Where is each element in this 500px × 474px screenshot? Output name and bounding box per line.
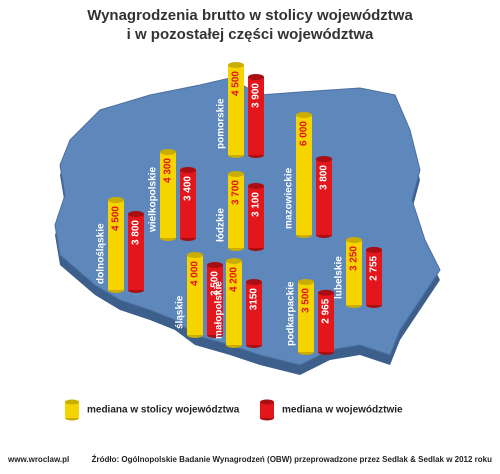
legend-swatch-top (260, 399, 274, 405)
cylinder (187, 255, 203, 335)
chart-title: Wynagrodzenia brutto w stolicy województ… (87, 7, 413, 24)
cylinder (128, 214, 144, 290)
legend-swatch-top (65, 399, 79, 405)
value-label: 4 200 (229, 267, 240, 292)
value-label: 2 755 (369, 255, 380, 280)
region-label: pomorskie (216, 98, 227, 149)
region-label: lubelskie (334, 256, 345, 299)
cylinder-top (226, 258, 242, 264)
cylinder (298, 282, 314, 352)
value-label: 4 300 (163, 158, 174, 183)
value-label: 6 000 (299, 121, 310, 146)
value-label: 2 965 (321, 298, 332, 323)
value-label: 3 500 (210, 271, 221, 296)
cylinder (318, 292, 334, 352)
cylinder-top (187, 252, 203, 258)
value-label: 3 250 (349, 246, 360, 271)
cylinder (207, 265, 223, 335)
cylinder (228, 65, 244, 155)
region-label: małopolskie (214, 281, 225, 339)
cylinder (160, 152, 176, 238)
value-label: 4 500 (111, 206, 122, 231)
cylinder-top (298, 279, 314, 285)
cylinder-top (248, 183, 264, 189)
cylinder-top (248, 74, 264, 80)
cylinder-top (207, 262, 223, 268)
region-label: wielkopolskie (148, 167, 159, 233)
footer-source: Źródło: Ogólnopolskie Badanie Wynagrodze… (92, 455, 492, 464)
footer-site: www.wroclaw.pl (7, 455, 69, 464)
cylinder-top (246, 279, 262, 285)
legend-swatch (260, 402, 274, 418)
cylinder-top (108, 197, 124, 203)
cylinder (180, 170, 196, 238)
cylinder-top (228, 62, 244, 68)
cylinder (248, 186, 264, 248)
legend-swatch (65, 402, 79, 418)
cylinder (228, 174, 244, 248)
cylinder-top (316, 156, 332, 162)
cylinder (246, 282, 262, 345)
cylinder (226, 261, 242, 345)
legend-label: mediana w województwie (282, 405, 403, 416)
value-label: 4 000 (190, 261, 201, 286)
value-label: 3 900 (251, 83, 262, 108)
value-label: 3 800 (131, 220, 142, 245)
cylinder-top (296, 112, 312, 118)
value-label: 3150 (249, 288, 260, 311)
cylinder-top (318, 289, 334, 296)
region-label: mazowieckie (284, 167, 295, 229)
cylinder-top (160, 149, 176, 155)
region-label: dolnośląskie (96, 223, 107, 284)
cylinder-top (128, 211, 144, 217)
value-label: 3 100 (251, 192, 262, 217)
cylinder-top (346, 237, 362, 243)
map (54, 77, 441, 366)
cylinder (346, 240, 362, 305)
cylinder (248, 77, 264, 155)
value-label: 3 700 (231, 180, 242, 205)
legend-label: mediana w stolicy województwa (87, 405, 240, 416)
value-label: 4 500 (231, 71, 242, 96)
cylinder (296, 115, 312, 235)
value-label: 3 400 (183, 176, 194, 201)
cylinder (108, 200, 124, 290)
value-label: 3 500 (301, 288, 312, 313)
cylinder-top (366, 246, 382, 253)
region-label: podkarpackie (286, 281, 297, 346)
cylinder-top (228, 171, 244, 177)
region-label: śląskie (175, 295, 186, 329)
value-label: 3 800 (319, 165, 330, 190)
cylinder (316, 159, 332, 235)
cylinder-top (180, 167, 196, 173)
region-label: łódzkie (216, 208, 227, 242)
chart-title: i w pozostałej części województwa (127, 26, 374, 43)
cylinder (366, 249, 382, 305)
